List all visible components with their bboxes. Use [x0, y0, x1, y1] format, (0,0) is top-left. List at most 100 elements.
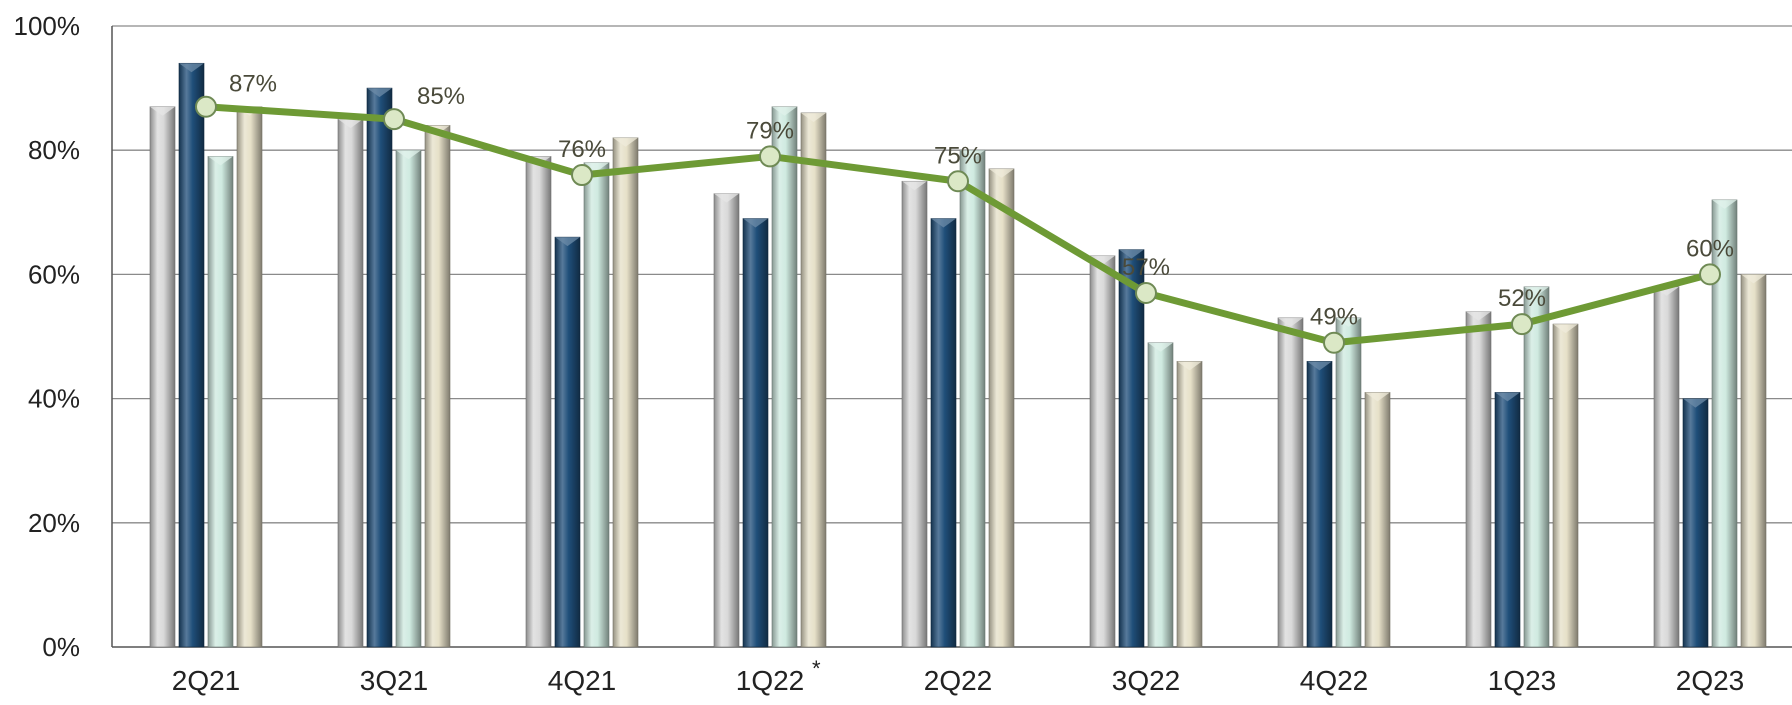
bar-cap [584, 162, 609, 172]
bar-cap [208, 156, 233, 166]
bar [930, 218, 957, 648]
bar [149, 106, 176, 648]
bar [1118, 249, 1145, 648]
bar-cap [714, 193, 739, 203]
y-tick-label: 40% [28, 384, 80, 414]
bar-cap [960, 150, 985, 160]
y-tick-label: 0% [42, 632, 80, 662]
x-tick-label: 2Q23 [1676, 665, 1745, 696]
bar-cap [1177, 361, 1202, 371]
bar-cap [801, 112, 826, 122]
bar [424, 125, 451, 648]
bar [1277, 317, 1304, 648]
bar [236, 106, 263, 648]
bar-cap [1553, 324, 1578, 334]
bar-cap [1336, 317, 1361, 327]
bar [1552, 323, 1579, 648]
bar-cap [902, 181, 927, 191]
bar-cap [1119, 249, 1144, 259]
bar-cap [1365, 392, 1390, 402]
bar [959, 149, 986, 648]
bar [1147, 342, 1174, 648]
data-label: 76% [558, 136, 606, 163]
trend-marker [195, 95, 217, 118]
bar [742, 218, 769, 648]
bar-cap [1712, 199, 1737, 209]
trend-marker [1699, 263, 1721, 286]
x-tick-label: 3Q21 [360, 665, 429, 696]
bar-cap [396, 150, 421, 160]
bar [1335, 317, 1362, 648]
bar [583, 162, 610, 648]
y-tick-label: 60% [28, 259, 80, 289]
bar [1523, 286, 1550, 648]
data-label: 60% [1686, 235, 1734, 262]
bar [1364, 392, 1391, 648]
bar-cap [367, 88, 392, 98]
data-label: 87% [229, 71, 277, 98]
bar [207, 156, 234, 648]
bar [395, 149, 422, 648]
bar [771, 106, 798, 648]
trend-marker [947, 170, 969, 193]
data-label: 52% [1498, 285, 1546, 312]
x-tick-label: 2Q21 [172, 665, 241, 696]
x-tick-label: 4Q21 [548, 665, 617, 696]
footnote-marker: * [812, 656, 821, 681]
bar [337, 118, 364, 648]
bar [612, 137, 639, 648]
x-tick-label: 2Q22 [924, 665, 993, 696]
bar [525, 156, 552, 648]
bar [800, 112, 827, 648]
bar [554, 236, 581, 648]
data-label: 57% [1122, 254, 1170, 281]
trend-marker [1135, 282, 1157, 305]
bar-cap [1307, 361, 1332, 371]
bar-cap [1278, 317, 1303, 327]
bar-cap [1495, 392, 1520, 402]
bar [901, 180, 928, 648]
y-tick-label: 20% [28, 508, 80, 538]
y-tick-label: 100% [14, 11, 81, 41]
bar [1682, 398, 1709, 648]
bar [1653, 286, 1680, 648]
x-tick-label: 3Q22 [1112, 665, 1181, 696]
data-label: 49% [1310, 304, 1358, 331]
trend-marker [759, 145, 781, 168]
bar [988, 168, 1015, 648]
bar-cap [989, 168, 1014, 178]
trend-marker [383, 108, 405, 131]
x-tick-label: 1Q23 [1488, 665, 1557, 696]
bar-cap [150, 106, 175, 116]
trend-marker [1323, 331, 1345, 354]
bar-cap [1683, 398, 1708, 408]
bar-cap [772, 106, 797, 116]
bar [1306, 361, 1333, 648]
y-tick-label: 80% [28, 135, 80, 165]
bar-cap [1148, 342, 1173, 352]
bar [1176, 361, 1203, 648]
bar-cap [743, 218, 768, 228]
bar-cap [1090, 255, 1115, 265]
bar-cap [555, 237, 580, 247]
bar [1465, 311, 1492, 648]
data-label: 85% [417, 83, 465, 110]
bar [1740, 274, 1767, 648]
bar-cap [338, 119, 363, 129]
bar [178, 62, 205, 648]
bar-cap [931, 218, 956, 228]
bar-cap [1524, 286, 1549, 296]
bar [1089, 255, 1116, 648]
x-tick-label: 1Q22 [736, 665, 805, 696]
bar-cap [1466, 311, 1491, 321]
bar-cap [179, 63, 204, 73]
trend-marker [571, 164, 593, 187]
bar [1494, 392, 1521, 648]
bar-cap [1741, 274, 1766, 284]
bar [713, 193, 740, 648]
bar [366, 87, 393, 648]
bar-cap [613, 137, 638, 147]
x-tick-label: 4Q22 [1300, 665, 1369, 696]
